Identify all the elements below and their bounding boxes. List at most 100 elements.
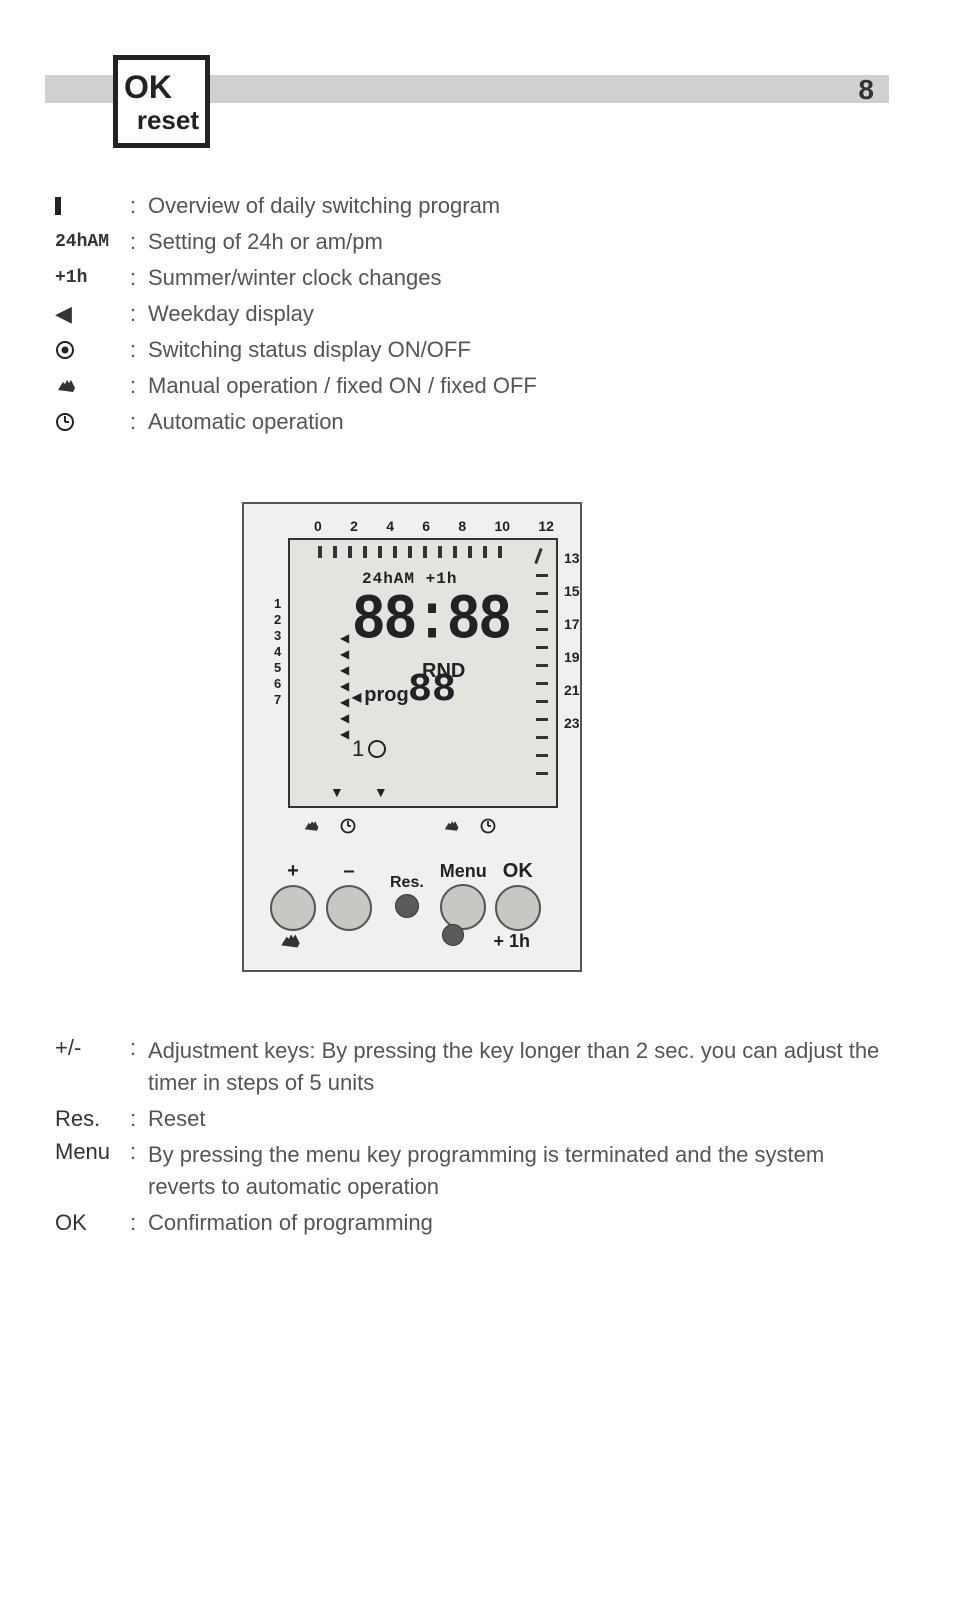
day-markers: ◀ ◀ ◀ ◀ ◀ ◀ ◀ [340,632,349,741]
ok-label: OK [124,71,199,103]
ok-button[interactable] [495,885,541,931]
legend-text: Adjustment keys: By pressing the key lon… [148,1035,894,1099]
day-num: 5 [274,660,281,676]
triangle-left-icon: ◀ [340,696,349,709]
left-day-labels: 1 2 3 4 5 6 7 [274,596,281,708]
legend-row: 24hAM : Setting of 24h or am/pm [55,226,894,258]
legend-text: Manual operation / fixed ON / fixed OFF [148,373,537,399]
legend-text: Confirmation of programming [148,1207,433,1239]
clock-icon [480,818,496,840]
triangle-left-icon: ◀ [340,680,349,693]
legend-text: Overview of daily switching program [148,193,500,219]
legend-row: : Switching status display ON/OFF [55,334,894,366]
colon: : [130,337,148,363]
legend-text: Setting of 24h or am/pm [148,229,383,255]
channel-indicator: 1 [352,736,386,762]
day-num: 6 [274,676,281,692]
legend-row: ◀ : Weekday display [55,298,894,330]
legend-bottom: +/- : Adjustment keys: By pressing the k… [55,1035,894,1243]
24h-am-icon: 24hAM [55,232,130,252]
page-number: 8 [858,74,874,106]
legend-row: +/- : Adjustment keys: By pressing the k… [55,1035,894,1099]
scale-num: 12 [538,518,554,534]
colon: : [130,373,148,399]
triangle-left-icon: ◀ [340,664,349,677]
legend-row: : Manual operation / fixed ON / fixed OF… [55,370,894,402]
prog-label: ◀prog [352,684,409,707]
minus-button[interactable] [326,885,372,931]
legend-label: Menu [55,1139,130,1165]
circle-dot-icon [55,340,130,360]
scale-num: 19 [564,649,580,665]
day-num: 3 [274,628,281,644]
colon: : [130,1210,148,1236]
scale-num: 4 [386,518,394,534]
legend-text: Summer/winter clock changes [148,265,441,291]
triangle-left-icon: ◀ [340,712,349,725]
colon: : [130,229,148,255]
scale-num: 21 [564,682,580,698]
plus-label: + [287,860,299,883]
legend-row: : Automatic operation [55,406,894,438]
colon: : [130,1106,148,1132]
triangle-left-icon: ◀ [55,301,130,327]
day-num: 4 [274,644,281,660]
triangle-down-icon: ▼ [374,784,388,800]
hand-icon [278,930,304,958]
reset-button-2[interactable] [442,924,464,946]
device-diagram: 0 2 4 6 8 10 12 1 2 3 4 5 6 7 ◀ ◀ ◀ ◀ ◀ … [242,502,582,972]
menu-button[interactable] [440,884,486,930]
legend-label: OK [55,1210,130,1236]
button-row: + – Res. Menu OK [270,860,560,931]
indicator-row [302,818,556,840]
prog-number: 88 [408,668,456,713]
scale-num: 2 [350,518,358,534]
colon: : [130,409,148,435]
colon: : [130,193,148,219]
triangle-left-icon: ◀ [352,690,361,704]
res-label: Res. [390,874,424,892]
colon: : [130,1035,148,1061]
legend-text: Automatic operation [148,409,344,435]
reset-button[interactable] [395,894,419,918]
right-ticks [534,574,548,796]
colon: : [130,1139,148,1165]
triangle-left-icon: ◀ [340,648,349,661]
colon: : [130,301,148,327]
legend-text: Reset [148,1103,205,1135]
legend-text: Switching status display ON/OFF [148,337,471,363]
legend-row: +1h : Summer/winter clock changes [55,262,894,294]
lcd-screen: ◀ ◀ ◀ ◀ ◀ ◀ ◀ 24hAM +1h 88:88 RND ◀prog … [288,538,558,808]
legend-row: Menu : By pressing the menu key programm… [55,1139,894,1203]
legend-text: By pressing the menu key programming is … [148,1139,894,1203]
day-num: 2 [274,612,281,628]
triangle-down-icon: ▼ [330,784,344,800]
scale-num: 6 [422,518,430,534]
bottom-arrows: ▼ ▼ [330,784,388,800]
reset-label: reset [124,107,199,133]
colon: : [130,265,148,291]
top-ticks [318,546,546,564]
clock-icon [340,818,356,840]
hand-icon [55,376,130,396]
triangle-left-icon: ◀ [340,632,349,645]
plus-button[interactable] [270,885,316,931]
circle-icon [368,740,386,758]
clock-icon [55,412,130,432]
ok-reset-box: OK reset [113,55,210,148]
legend-row: OK : Confirmation of programming [55,1207,894,1239]
bar-icon [55,197,130,215]
scale-num: 15 [564,583,580,599]
legend-text: Weekday display [148,301,314,327]
day-num: 1 [274,596,281,612]
scale-num: 8 [458,518,466,534]
legend-row: : Overview of daily switching program [55,190,894,222]
plus1h-icon: +1h [55,268,130,288]
plus1h-label: + 1h [493,931,530,952]
legend-label: Res. [55,1106,130,1132]
scale-num: 17 [564,616,580,632]
time-display: 88:88 [352,583,510,657]
scale-num: 23 [564,715,580,731]
ok-label: OK [503,860,533,883]
minus-label: – [343,860,354,883]
